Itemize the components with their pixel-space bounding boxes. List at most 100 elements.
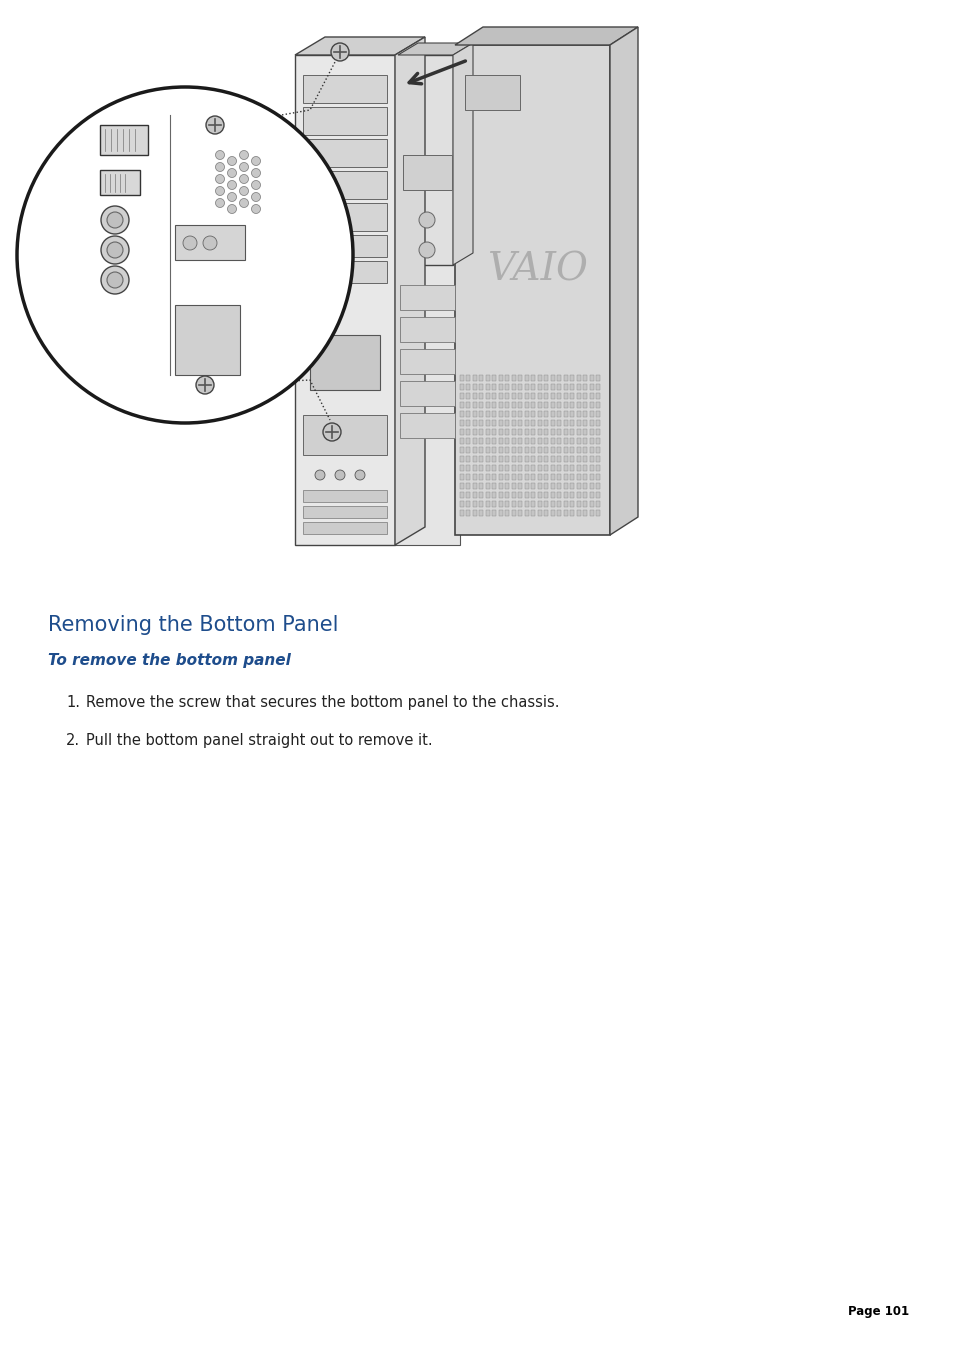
Bar [505,411,509,417]
Bar [589,430,594,435]
Bar [577,430,580,435]
Bar [498,438,502,444]
Bar [596,384,599,390]
Bar [512,403,516,408]
Bar [303,415,387,455]
Bar [589,447,594,453]
Bar [512,492,516,499]
Circle shape [107,272,123,288]
Bar [577,411,580,417]
Bar [583,492,587,499]
Bar [544,411,548,417]
Bar [485,509,490,516]
Bar [466,376,470,381]
Bar [544,447,548,453]
Bar [537,393,541,399]
Bar [551,384,555,390]
Bar [596,484,599,489]
Bar [577,438,580,444]
Circle shape [227,204,236,213]
Bar [479,501,483,507]
Bar [492,403,496,408]
Circle shape [314,470,325,480]
Bar [512,509,516,516]
Bar [518,484,522,489]
Bar [473,384,476,390]
Bar [524,411,529,417]
Circle shape [101,205,129,234]
Bar [563,465,567,471]
Bar [577,474,580,480]
Circle shape [252,204,260,213]
Bar [531,384,535,390]
Bar [498,384,502,390]
Bar [492,509,496,516]
Bar [473,465,476,471]
Bar [524,430,529,435]
Bar [518,492,522,499]
Bar [583,376,587,381]
Bar [544,501,548,507]
Bar [551,403,555,408]
Circle shape [252,169,260,177]
Bar [563,376,567,381]
Bar [498,474,502,480]
Circle shape [195,376,213,394]
Bar [395,55,459,544]
Bar [524,438,529,444]
Bar [492,420,496,426]
Bar [524,376,529,381]
Bar [577,384,580,390]
Bar [479,492,483,499]
Circle shape [239,150,248,159]
Bar [498,411,502,417]
Bar [544,393,548,399]
Bar [570,384,574,390]
Bar [596,465,599,471]
Bar [466,474,470,480]
Bar [589,509,594,516]
Bar [310,335,379,390]
Bar [563,484,567,489]
Bar [473,447,476,453]
Bar [498,492,502,499]
Bar [485,411,490,417]
Bar [466,484,470,489]
Bar [485,420,490,426]
Circle shape [183,236,196,250]
Bar [570,484,574,489]
Bar [505,474,509,480]
Bar [577,501,580,507]
Circle shape [17,86,353,423]
Bar [557,447,561,453]
Bar [544,403,548,408]
Bar [303,490,387,503]
Bar [589,492,594,499]
Bar [537,492,541,499]
Bar [563,420,567,426]
Bar [466,457,470,462]
Bar [505,492,509,499]
Bar [570,492,574,499]
Bar [498,457,502,462]
Text: Page 101: Page 101 [847,1305,908,1319]
Bar [485,492,490,499]
Bar [518,384,522,390]
Bar [531,430,535,435]
Bar [524,420,529,426]
Text: To remove the bottom panel: To remove the bottom panel [48,653,291,667]
Circle shape [206,116,224,134]
Polygon shape [609,27,638,535]
Circle shape [215,162,224,172]
Bar [492,393,496,399]
Bar [557,501,561,507]
Bar [485,474,490,480]
Bar [563,457,567,462]
Bar [518,403,522,408]
Bar [473,501,476,507]
Bar [485,484,490,489]
Bar [563,438,567,444]
Bar [518,376,522,381]
Circle shape [331,43,349,61]
Bar [557,457,561,462]
